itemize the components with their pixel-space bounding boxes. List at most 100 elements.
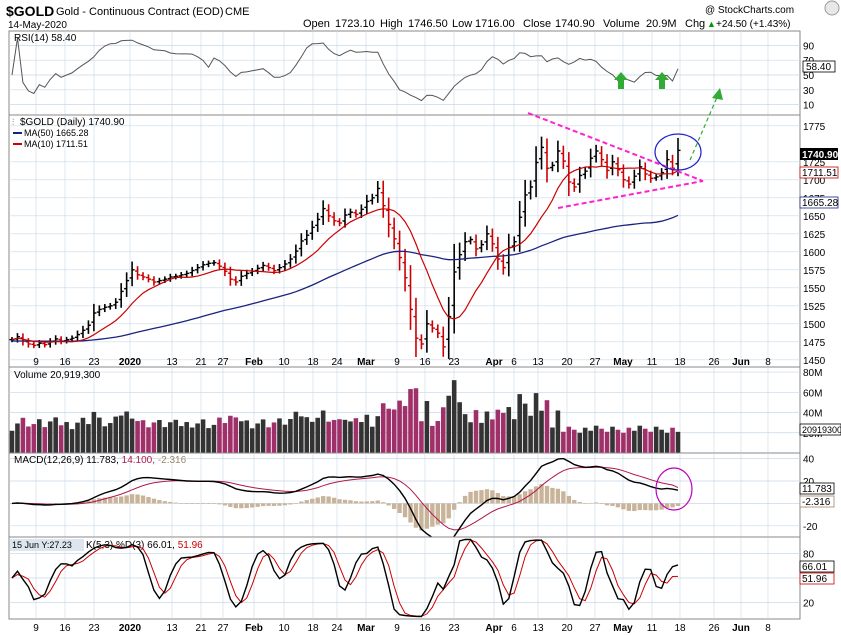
macd-hist-bar bbox=[615, 503, 621, 508]
macd-hist-bar bbox=[151, 498, 157, 504]
price-panel: 1775172517001675165016251600157515501525… bbox=[8, 88, 839, 368]
macd-hist-bar bbox=[135, 494, 140, 504]
macd-hist-bar bbox=[675, 503, 681, 506]
volume-bar bbox=[135, 421, 140, 453]
volume-bar bbox=[31, 424, 37, 453]
volume-bar bbox=[604, 431, 610, 453]
macd-signal-line bbox=[11, 466, 679, 531]
macd-hist-bar bbox=[315, 497, 320, 504]
stoch-panel: 805020 15 Jun Y:27.23 K(5,3) %D(3) 66.01… bbox=[8, 536, 835, 620]
x-tick-label: 23 bbox=[88, 623, 100, 634]
volume-bar bbox=[435, 421, 441, 453]
volume-bar bbox=[97, 417, 102, 453]
volume-bar bbox=[26, 426, 31, 453]
x-tick-label: 13 bbox=[532, 623, 544, 634]
price-bar bbox=[358, 204, 364, 218]
stoch-value-boxes: 66.01 51.96 bbox=[799, 560, 835, 585]
price-value-boxes: 1740.90 1711.51 1665.28 bbox=[799, 148, 839, 209]
macd-hist-bar bbox=[555, 488, 561, 504]
macd-hist-bar bbox=[386, 503, 391, 506]
price-bar bbox=[113, 298, 119, 309]
price-bar bbox=[107, 303, 113, 310]
price-bar bbox=[233, 276, 239, 286]
x-tick-label: Mar bbox=[357, 357, 375, 368]
price-bar bbox=[91, 303, 97, 332]
ma50-label: MA(50) 1665.28 bbox=[24, 128, 89, 138]
volume-bar bbox=[162, 427, 168, 453]
macd-hist-bar bbox=[162, 501, 168, 504]
macd-hist-bar bbox=[320, 496, 326, 504]
x-tick-label: Apr bbox=[485, 357, 502, 368]
volume-bar bbox=[157, 420, 162, 453]
macd-hist-bar bbox=[140, 495, 146, 504]
volume-label: Volume bbox=[603, 18, 640, 30]
volume-bar bbox=[588, 430, 593, 453]
price-tick: 1575 bbox=[803, 266, 826, 277]
volume-bar bbox=[173, 419, 179, 453]
macd-hist-bar bbox=[277, 503, 282, 506]
macd-hist-bar bbox=[255, 503, 260, 507]
macd-hist-bar bbox=[566, 495, 572, 504]
price-tick: 1600 bbox=[803, 248, 826, 259]
macd-hist-bar bbox=[282, 503, 288, 506]
price-bar bbox=[549, 161, 555, 172]
volume-bar bbox=[304, 417, 310, 453]
x-axis: 9 16 23 2020 13 21 27 Feb 10 18 24 Mar 9 16 23 Apr 6 13 20… bbox=[33, 357, 771, 368]
macd-hist-bar bbox=[643, 503, 648, 511]
price-bar bbox=[244, 269, 250, 280]
price-tick: 1525 bbox=[803, 302, 826, 313]
green-up-arrow-icon bbox=[655, 72, 669, 89]
macd-hist-bar bbox=[195, 503, 200, 504]
x-tick-label: 8 bbox=[765, 623, 771, 634]
volume-bar bbox=[566, 426, 572, 453]
macd-line bbox=[11, 457, 679, 546]
macd-hist-bar bbox=[402, 503, 408, 518]
price-bar bbox=[353, 209, 359, 218]
volume-bar bbox=[424, 400, 430, 453]
volume-bar bbox=[271, 422, 277, 453]
macd-hist-bar bbox=[424, 503, 430, 529]
macd-label-signal: 14.100, bbox=[122, 455, 155, 466]
price-bar bbox=[495, 236, 501, 270]
macd-hist-bar bbox=[550, 487, 555, 504]
volume-bar bbox=[200, 419, 206, 453]
price-bar bbox=[25, 338, 31, 348]
x-tick-label: 6 bbox=[511, 623, 517, 634]
price-bar bbox=[653, 174, 659, 181]
macd-hist-bar bbox=[462, 495, 468, 504]
macd-hist-bar bbox=[228, 503, 233, 507]
price-tick: 1475 bbox=[803, 338, 826, 349]
rsi-panel: 9070503010 RSI(14) 58.40 58.40 bbox=[8, 30, 836, 116]
price-bar bbox=[211, 260, 217, 266]
green-up-arrow-icon bbox=[614, 72, 628, 89]
price-bar bbox=[315, 212, 321, 232]
macd-hist-bar bbox=[664, 503, 670, 508]
price-bar bbox=[200, 261, 206, 271]
x-tick-label: 27 bbox=[217, 623, 229, 634]
volume-bar bbox=[91, 411, 97, 453]
macd-hist-bar bbox=[157, 500, 162, 504]
x-tick-label: 23 bbox=[448, 623, 460, 634]
volume-bar bbox=[582, 427, 588, 453]
price-tick: 1450 bbox=[803, 356, 826, 367]
price-tick: 1650 bbox=[803, 212, 826, 223]
macd-hist-bar bbox=[206, 503, 211, 504]
price-bar bbox=[631, 169, 637, 189]
macd-hist-bar bbox=[370, 501, 375, 504]
macd-label-main: MACD(12,26,9) 11.783, bbox=[14, 455, 119, 466]
volume-bar bbox=[664, 432, 670, 453]
macd-hist-bar bbox=[419, 503, 424, 531]
volume-bar bbox=[632, 430, 637, 453]
price-bar bbox=[260, 261, 266, 272]
volume-bars bbox=[9, 380, 681, 453]
macd-hist-bar bbox=[512, 496, 517, 504]
macd-hist-bar bbox=[561, 491, 566, 504]
macd-hist-bar bbox=[266, 503, 271, 506]
volume-bar bbox=[615, 429, 621, 453]
volume-bar bbox=[555, 410, 561, 453]
volume-bar bbox=[266, 427, 271, 453]
macd-tick: -20 bbox=[803, 522, 818, 533]
price-label: $GOLD (Daily) 1740.90 bbox=[20, 117, 125, 128]
volume-value-box: 20919300 bbox=[799, 423, 841, 436]
macd-hist-bar bbox=[610, 503, 615, 506]
